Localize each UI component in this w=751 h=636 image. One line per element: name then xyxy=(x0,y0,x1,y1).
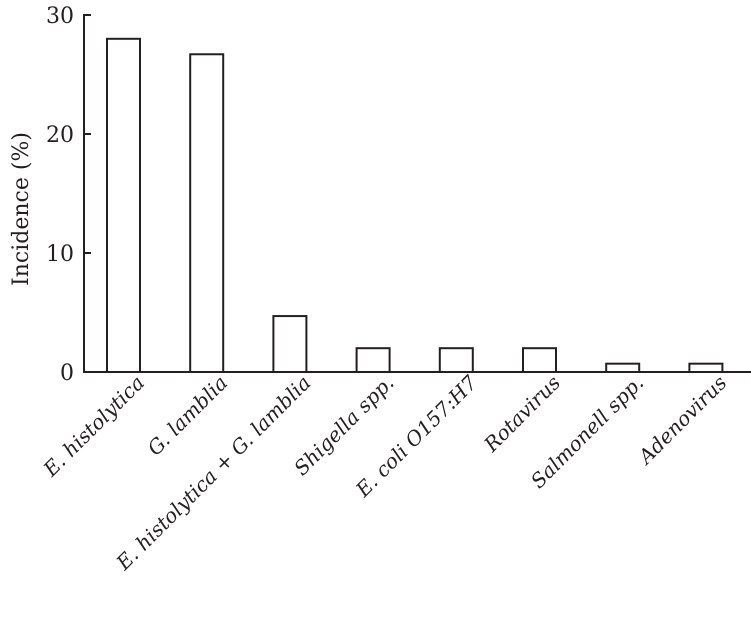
bar xyxy=(522,347,557,374)
bar xyxy=(106,37,141,374)
bar xyxy=(438,347,474,374)
bar xyxy=(605,362,641,374)
bar xyxy=(272,315,308,374)
y-tick-label: 20 xyxy=(46,123,74,148)
bar xyxy=(355,347,391,374)
bar xyxy=(688,362,724,374)
y-tick-label: 10 xyxy=(46,242,74,267)
y-tick-label: 30 xyxy=(46,4,74,29)
bar xyxy=(189,53,225,374)
x-category-label: Adenovirus xyxy=(632,371,731,470)
x-category-label: Rotavirus xyxy=(478,371,565,458)
y-tick-label: 0 xyxy=(60,361,74,386)
y-axis-title: Incidence (%) xyxy=(9,132,34,286)
x-category-label: E. histolytica xyxy=(38,371,149,482)
x-category-label: G. lamblia xyxy=(143,371,233,461)
